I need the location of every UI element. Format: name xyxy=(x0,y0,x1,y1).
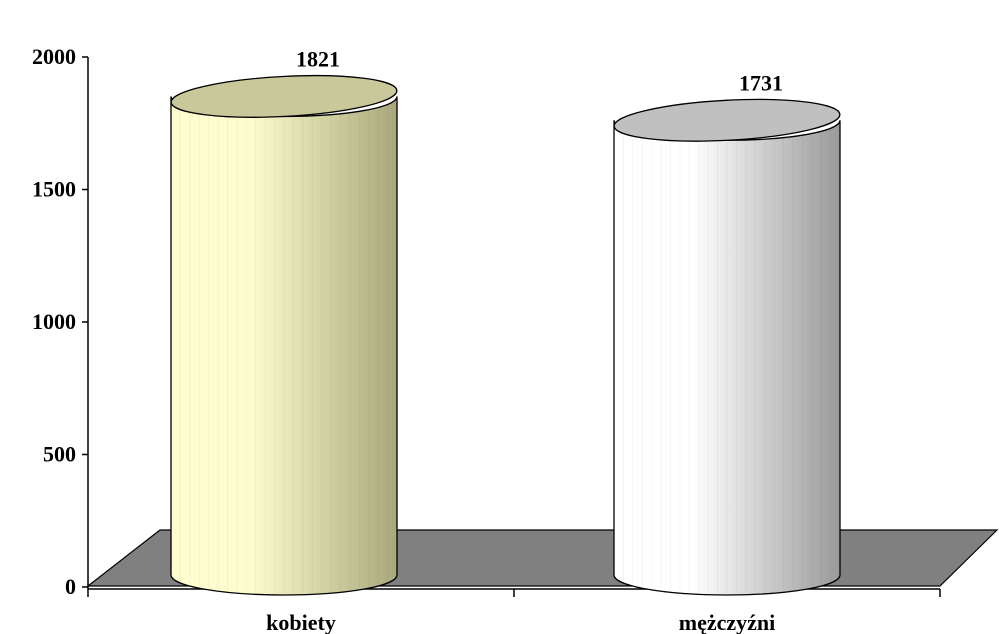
cylinder-top xyxy=(613,98,841,142)
bar-mężczyźni xyxy=(613,98,841,596)
x-category-label: mężczyźni xyxy=(679,610,776,634)
y-tick-label: 0 xyxy=(65,574,76,599)
y-tick-label: 1500 xyxy=(32,177,76,202)
y-tick-label: 500 xyxy=(43,442,76,467)
x-category-label: kobiety xyxy=(266,610,336,634)
data-label: 1731 xyxy=(739,70,783,95)
data-label: 1821 xyxy=(296,46,340,71)
y-tick-label: 1000 xyxy=(32,309,76,334)
cylinder-top xyxy=(170,74,398,118)
y-tick-label: 2000 xyxy=(32,44,76,69)
bar-kobiety xyxy=(170,74,398,596)
